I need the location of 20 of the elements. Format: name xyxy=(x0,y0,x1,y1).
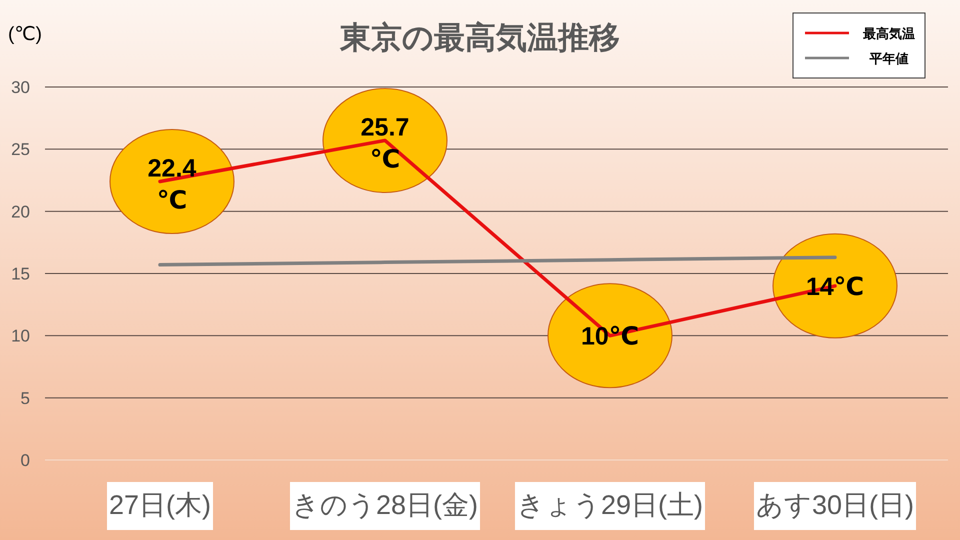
chart-title: 東京の最高気温推移 xyxy=(339,20,620,55)
y-tick-label: 25 xyxy=(11,140,30,160)
data-label: 22.4℃ xyxy=(148,154,196,214)
x-tick-label: きのう28日(金) xyxy=(292,490,478,520)
y-tick-label: 5 xyxy=(20,388,30,408)
line-series xyxy=(158,256,837,267)
y-tick-label: 20 xyxy=(11,202,30,222)
data-label: 14℃ xyxy=(806,272,864,301)
x-tick-label: あす30日(日) xyxy=(756,490,914,520)
x-tick-label: きょう29日(土) xyxy=(516,490,704,520)
legend-label: 平年値 xyxy=(868,51,908,66)
y-axis-title: (℃) xyxy=(8,24,42,45)
y-tick-label: 0 xyxy=(20,451,30,470)
y-tick-label: 10 xyxy=(11,326,30,346)
data-label: 25.7℃ xyxy=(360,113,410,174)
x-tick-label: 27日(木) xyxy=(108,490,212,520)
y-tick-label: 30 xyxy=(11,78,30,97)
y-tick-label: 15 xyxy=(11,264,30,284)
legend-label: 最高気温 xyxy=(862,26,915,41)
data-label: 10℃ xyxy=(580,322,640,351)
